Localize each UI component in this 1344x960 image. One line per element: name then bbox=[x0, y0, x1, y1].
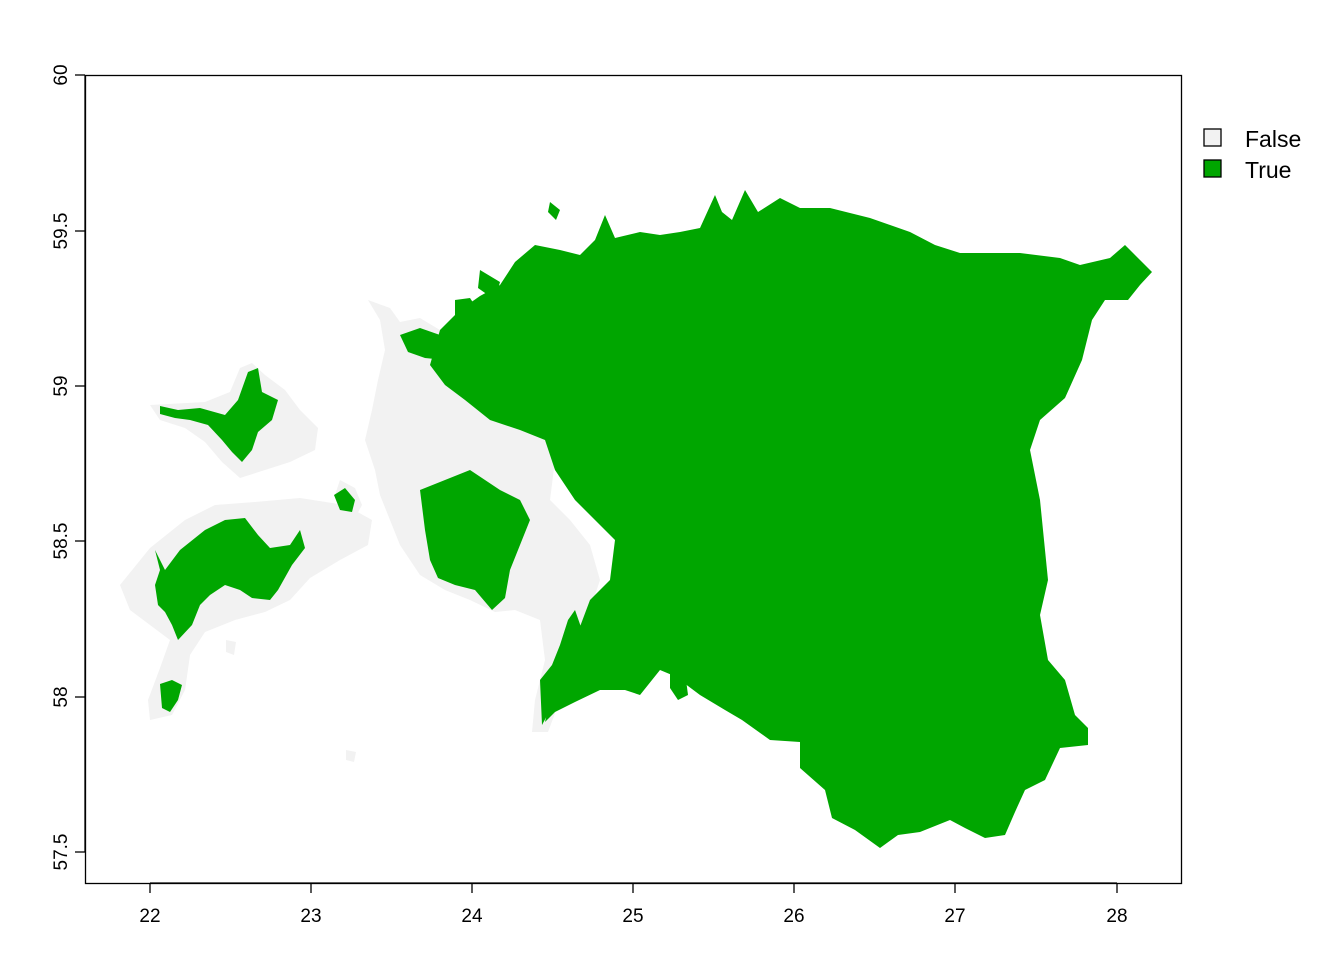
y-tick-label: 60 bbox=[51, 64, 72, 85]
y-tick-label: 57.5 bbox=[51, 834, 72, 871]
legend-label-false: False bbox=[1245, 126, 1301, 152]
x-tick-label: 24 bbox=[461, 906, 483, 927]
true-area-mainland bbox=[430, 190, 1152, 848]
y-tick-label: 58 bbox=[51, 686, 72, 707]
true-area-hiiumaa bbox=[160, 368, 278, 462]
y-tick-label: 59 bbox=[51, 375, 72, 396]
true-areas bbox=[155, 190, 1152, 848]
true-area-coast-islands bbox=[455, 202, 560, 322]
legend-swatch-false bbox=[1203, 128, 1222, 147]
x-tick-label: 26 bbox=[783, 906, 804, 927]
true-area-west-strip bbox=[540, 610, 582, 725]
true-area-peipsi-notch bbox=[670, 672, 688, 700]
x-tick-labels: 22 23 24 25 26 27 28 bbox=[139, 906, 1127, 927]
legend-label-true: True bbox=[1245, 157, 1291, 183]
x-tick-label: 25 bbox=[622, 906, 643, 927]
x-tick-label: 27 bbox=[944, 906, 965, 927]
x-tick-label: 28 bbox=[1106, 906, 1127, 927]
y-axis bbox=[75, 74, 86, 853]
y-tick-label: 59.5 bbox=[51, 213, 72, 250]
true-area-matsalu bbox=[420, 470, 530, 610]
true-area-sorve bbox=[160, 680, 182, 712]
y-tick-labels: 57.5 58 58.5 59 59.5 60 bbox=[51, 64, 72, 870]
x-axis bbox=[149, 882, 1118, 893]
x-tick-label: 23 bbox=[300, 906, 321, 927]
x-tick-label: 22 bbox=[139, 906, 160, 927]
true-area-vormsi bbox=[400, 328, 455, 360]
legend: False True bbox=[1203, 126, 1301, 183]
y-tick-label: 58.5 bbox=[51, 523, 72, 560]
true-area-saaremaa bbox=[155, 518, 305, 640]
true-area-muhu bbox=[334, 488, 355, 512]
legend-swatch-true bbox=[1203, 159, 1222, 178]
